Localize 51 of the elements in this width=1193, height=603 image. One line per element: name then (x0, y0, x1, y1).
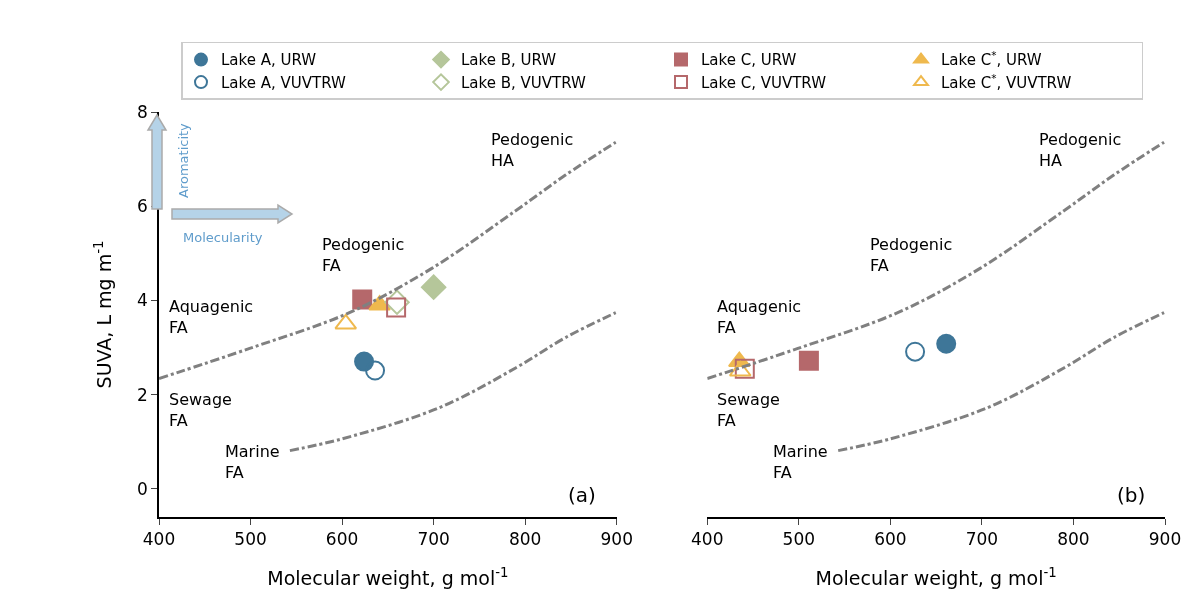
line-series (288, 311, 617, 453)
x-tick-label: 700 (965, 529, 999, 550)
point (354, 351, 375, 372)
point (384, 289, 410, 315)
x-tick-label: 500 (234, 529, 267, 550)
point (420, 274, 447, 300)
annotation: Molecularity (183, 230, 263, 245)
point (352, 289, 373, 310)
legend-label: Lake A, URW (221, 51, 317, 70)
annotation: Pedogenic HA (491, 130, 574, 170)
point (365, 360, 386, 381)
annotation: Marine FA (773, 442, 828, 482)
annotation: Aromaticity (175, 122, 191, 198)
legend-label: Lake C, URW (701, 51, 797, 70)
y-tick-label: 4 (137, 290, 148, 311)
legend-label: Lake C, VUVTRW (701, 73, 827, 92)
x-tick-label: 600 (874, 529, 907, 550)
legend-label: Lake C$^{*}$, URW (941, 49, 1042, 70)
y-tick-label: 2 (137, 384, 148, 405)
annotation: Sewage FA (169, 390, 232, 430)
x-tick-label: 500 (782, 529, 816, 550)
annotation: Sewage FA (717, 390, 780, 430)
y-tick-label: 8 (137, 101, 148, 122)
x-tick-label: 800 (508, 529, 542, 550)
x-tick-label: 400 (142, 529, 176, 550)
annotation: Marine FA (225, 442, 280, 482)
annotation: (a) (568, 483, 596, 507)
point (905, 341, 926, 362)
x-tick-label: 600 (325, 529, 359, 550)
point (936, 333, 957, 354)
x-tick-label: 900 (600, 529, 633, 550)
y-tick-label: 0 (137, 478, 148, 499)
legend-label: Lake B, URW (461, 51, 557, 70)
annotation: Pedogenic FA (870, 235, 953, 275)
annotation: Aquagenic FA (169, 297, 254, 337)
annotation: Aquagenic FA (717, 297, 802, 337)
point (798, 350, 819, 371)
x-tick-label: 400 (691, 529, 724, 550)
legend-label: Lake B, VUVTRW (461, 73, 586, 92)
legend-label: Lake C$^{*}$, VUVTRW (941, 71, 1072, 92)
annotation: Pedogenic FA (322, 235, 405, 275)
x-tick-label: 800 (1057, 529, 1090, 550)
x-tick-label: 900 (1148, 529, 1182, 550)
annotation: (b) (1117, 483, 1146, 507)
annotation: Pedogenic HA (1039, 130, 1122, 170)
x-axis-title: Molecular weight, g mol$^{-1}$ (815, 564, 1057, 589)
legend-label: Lake A, VUVTRW (221, 73, 346, 92)
x-tick-label: 700 (417, 529, 450, 550)
y-tick-label: 6 (137, 196, 148, 217)
point (734, 358, 755, 379)
x-axis-title: Molecular weight, g mol$^{-1}$ (267, 564, 509, 589)
